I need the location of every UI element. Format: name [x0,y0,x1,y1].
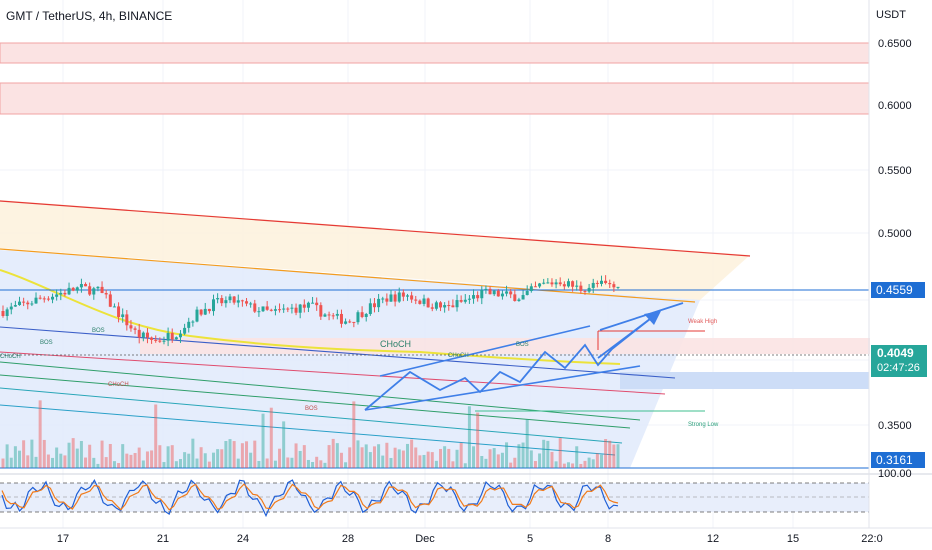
annotation-bos-3: BOS [305,406,318,412]
time-tick: 28 [342,533,354,545]
rsi-orange-line [1,483,619,511]
down-channel-teal [0,387,623,444]
annotation-choch-4: CHoCH [448,353,469,359]
currency-label: USDT [876,9,906,21]
moving-average-yellow [0,269,621,365]
price-tick: 0.5000 [878,228,912,240]
annotation-choch-3: CHoCH [380,339,411,349]
annotation-bos-1: BOS [92,328,105,334]
price-tick: 0.6500 [878,38,912,50]
channel-line-red [0,200,751,257]
time-axis-ticks[interactable]: 17 21 24 28 Dec 5 8 12 15 22:0 [57,533,883,545]
rising-wedge-top [379,325,591,377]
projection-path [364,314,656,411]
annotation-bos-2: BOS [40,340,53,346]
time-tick: 12 [707,533,719,545]
down-channel-top [0,326,676,379]
order-block-zone [620,372,869,389]
time-tick: 17 [57,533,69,545]
last-price-badge: 0.4049 02:47:26 [871,345,927,377]
annotation-choch-1: CHoCH [0,354,21,360]
channel-fill-blue [0,250,700,468]
indicator-tick: 100.00 [878,468,912,480]
candles [1,275,620,347]
annotation-strong-low: Strong Low [688,422,719,428]
volume-bars [1,400,620,468]
projection-arrow-shaft [597,312,659,359]
annotation-bos-4: BOS [516,342,529,348]
annotation-choch-2: CHoCH [108,382,129,388]
down-channel-green1 [0,361,641,421]
level-high-label: 0.4559 [871,282,925,298]
rsi-blue-line [1,479,619,518]
price-tick: 0.5500 [878,165,912,177]
down-channel-green2 [0,374,631,429]
channel-line-orange [0,248,696,303]
candle-countdown: 02:47:26 [877,362,920,374]
down-channel-mid-red [0,351,666,395]
time-tick: 21 [157,533,169,545]
price-tick: 0.3500 [878,420,912,432]
chart-title: GMT / TetherUS, 4h, BINANCE [6,9,173,23]
time-tick: Dec [415,533,435,545]
level-low-label: 0.3161 [871,452,925,468]
resistance-zone-lower [0,82,870,115]
time-tick: 5 [527,533,533,545]
last-price-value: 0.4049 [877,346,914,360]
upper-target-line [599,302,684,331]
time-tick: 24 [237,533,249,545]
annotation-weak-high: Weak High [688,319,717,325]
time-tick: 22:0 [861,533,882,545]
price-axis-ticks[interactable]: 0.6500 0.6000 0.5500 0.5000 0.3500 100.00 [878,38,912,480]
price-tick: 0.6000 [878,100,912,112]
channel-fill-orange [0,200,750,300]
uptrend-support [364,365,641,411]
time-tick: 8 [605,533,611,545]
resistance-zone-upper [0,42,870,64]
time-tick: 15 [787,533,799,545]
down-channel-bottom [0,404,616,456]
